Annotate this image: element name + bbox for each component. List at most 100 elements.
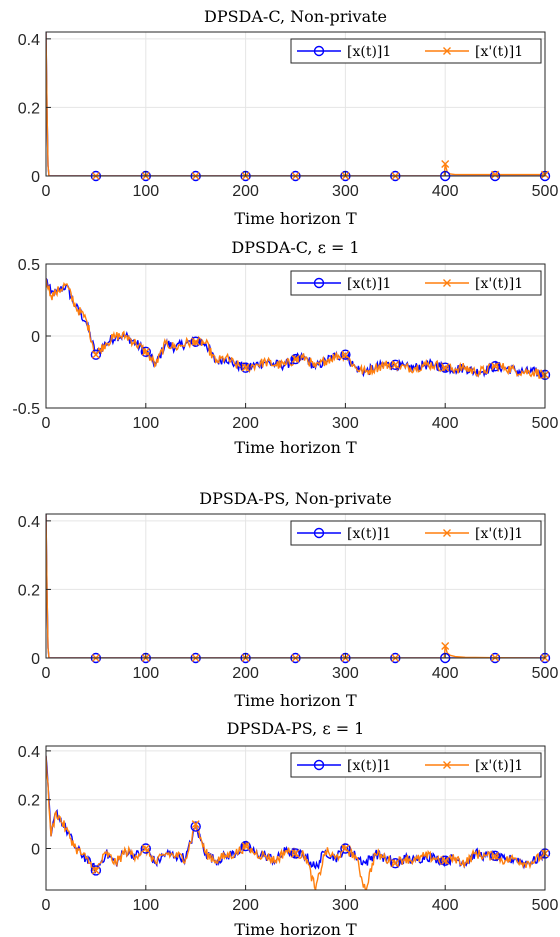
y-tick-label: 0 (31, 651, 40, 668)
series-marker-x (491, 170, 500, 179)
series-marker-circle (390, 359, 401, 370)
series-marker-circle (290, 848, 301, 859)
legend-marker-x (443, 47, 451, 55)
series-marker-circle (489, 850, 501, 862)
series-marker-x (341, 844, 350, 853)
legend-label: [x(t)]1 (347, 526, 391, 542)
legend-label: [x(t)]1 (347, 276, 391, 292)
legend: [x(t)]1 [x'(t)]1 (290, 520, 542, 546)
series-marker-circle (340, 843, 351, 854)
series-line-2 (46, 32, 545, 176)
series-marker-x (491, 851, 500, 860)
axes-box (45, 513, 546, 659)
series-marker-x (241, 363, 250, 372)
y-tick-label: 0.4 (18, 744, 40, 761)
axes-box (45, 31, 546, 177)
x-tick-label: 500 (532, 415, 559, 432)
chart-panel-2: DPSDA-C, ε = 10 100 200 300 400 500-0.500.5Ti… (12, 238, 558, 457)
y-tick-label: 0 (31, 169, 40, 186)
legend: [x(t)]1 [x'(t)]1 (290, 270, 542, 296)
y-tick-label: 0 (31, 329, 40, 346)
series-marker-circle (90, 865, 102, 876)
y-tick-label: 0.2 (18, 793, 40, 810)
x-tick-label: 300 (332, 665, 359, 682)
series-marker-x (391, 859, 400, 868)
series-marker-x (441, 856, 450, 865)
legend-marker-circle (313, 277, 325, 289)
series-marker-circle (440, 855, 451, 866)
series-marker-x (141, 347, 150, 356)
series-marker-circle (290, 353, 301, 365)
x-tick-label: 500 (532, 665, 559, 682)
series-marker-x (291, 849, 300, 858)
x-tick-label: 100 (132, 665, 159, 682)
chart-title: DPSDA-C, Non-private (204, 7, 387, 26)
legend-label: [x(t)]1 (347, 44, 391, 60)
x-axis-label: Time horizon T (234, 920, 357, 937)
series-marker-circle (240, 362, 251, 373)
x-tick-label: 500 (532, 183, 559, 200)
series-marker-x (291, 355, 300, 364)
x-tick-label: 200 (232, 897, 259, 914)
x-axis-label: Time horizon T (234, 691, 357, 710)
series-marker-circle (140, 346, 152, 358)
legend-marker-x (443, 761, 451, 769)
series-marker-x (441, 160, 450, 168)
series-marker-x (391, 360, 400, 369)
series-marker-circle (140, 843, 152, 854)
y-tick-label: -0.5 (12, 401, 40, 418)
legend-label: [x(t)]1 (347, 758, 391, 774)
series-marker-x (91, 866, 100, 875)
x-tick-label: 400 (432, 897, 459, 914)
series-marker-circle (90, 349, 102, 360)
y-tick-label: 0.2 (18, 582, 40, 599)
legend-label: [x'(t)]1 (475, 44, 523, 60)
chart-title: DPSDA-PS, ε = 1 (227, 719, 365, 738)
legend: [x(t)]1 [x'(t)]1 (290, 38, 542, 64)
x-tick-label: 400 (432, 183, 459, 200)
series-marker-circle (440, 362, 451, 373)
x-axis-label: Time horizon T (234, 438, 357, 457)
x-tick-label: 100 (132, 415, 159, 432)
x-tick-label: 0 (42, 183, 51, 200)
x-tick-label: 400 (432, 665, 459, 682)
legend-label: [x'(t)]1 (475, 758, 523, 774)
x-tick-label: 500 (532, 897, 559, 914)
series-marker-x (191, 820, 200, 829)
legend-marker-circle (313, 527, 325, 539)
series-marker-x (191, 337, 200, 346)
x-tick-label: 300 (332, 183, 359, 200)
series-marker-x (241, 842, 250, 851)
series-marker-circle (190, 821, 201, 832)
series-marker-circle (190, 336, 201, 347)
series-marker-circle (340, 349, 351, 360)
x-tick-label: 200 (232, 183, 259, 200)
y-tick-label: 0.2 (18, 100, 40, 117)
legend-label: [x'(t)]1 (475, 526, 523, 542)
chart-panel-1: DPSDA-C, Non-private 0 100 200 300 400 500 0 0.2… (18, 7, 559, 228)
x-tick-label: 0 (42, 415, 51, 432)
series-marker-circle (489, 361, 501, 372)
series-marker-circle (390, 857, 401, 869)
chart-panel-4: DPSDA-PS, ε = 1 0 100 200 300 400 500 0 0.2 0.4 Ti… (18, 719, 559, 937)
x-tick-label: 300 (332, 897, 359, 914)
chart-title: DPSDA-PS, Non-private (199, 489, 392, 508)
y-tick-label: 0 (31, 842, 40, 859)
x-tick-label: 0 (42, 665, 51, 682)
legend-label: [x'(t)]1 (475, 276, 523, 292)
x-tick-label: 300 (332, 415, 359, 432)
series-marker-x (91, 350, 100, 359)
x-tick-label: 200 (232, 665, 259, 682)
chart-title: DPSDA-C, ε = 1 (231, 238, 359, 257)
series-marker-x (341, 350, 350, 359)
series-line-2 (46, 514, 545, 658)
y-tick-label: 0.4 (18, 32, 40, 49)
x-tick-label: 400 (432, 415, 459, 432)
x-tick-label: 100 (132, 183, 159, 200)
legend: [x(t)]1 [x'(t)]1 (290, 752, 542, 778)
axes-box (45, 745, 546, 891)
x-tick-label: 200 (232, 415, 259, 432)
x-axis-label: Time horizon T (234, 209, 357, 228)
y-tick-label: 0.4 (18, 514, 40, 531)
